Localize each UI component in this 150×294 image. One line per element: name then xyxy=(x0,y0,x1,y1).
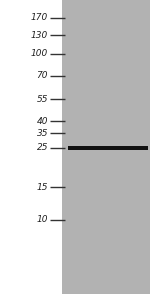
Bar xyxy=(68,146,148,150)
Text: 40: 40 xyxy=(36,116,48,126)
Text: 10: 10 xyxy=(36,216,48,225)
Bar xyxy=(62,0,150,294)
Text: 100: 100 xyxy=(31,49,48,59)
Text: 70: 70 xyxy=(36,71,48,81)
Text: 25: 25 xyxy=(36,143,48,153)
Text: 55: 55 xyxy=(36,94,48,103)
Text: 15: 15 xyxy=(36,183,48,191)
Text: 130: 130 xyxy=(31,31,48,39)
Text: 35: 35 xyxy=(36,128,48,138)
Text: 170: 170 xyxy=(31,14,48,23)
